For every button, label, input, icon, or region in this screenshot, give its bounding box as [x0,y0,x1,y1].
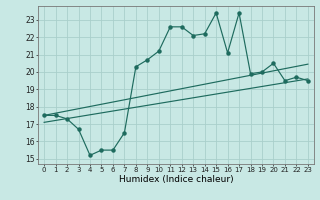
X-axis label: Humidex (Indice chaleur): Humidex (Indice chaleur) [119,175,233,184]
